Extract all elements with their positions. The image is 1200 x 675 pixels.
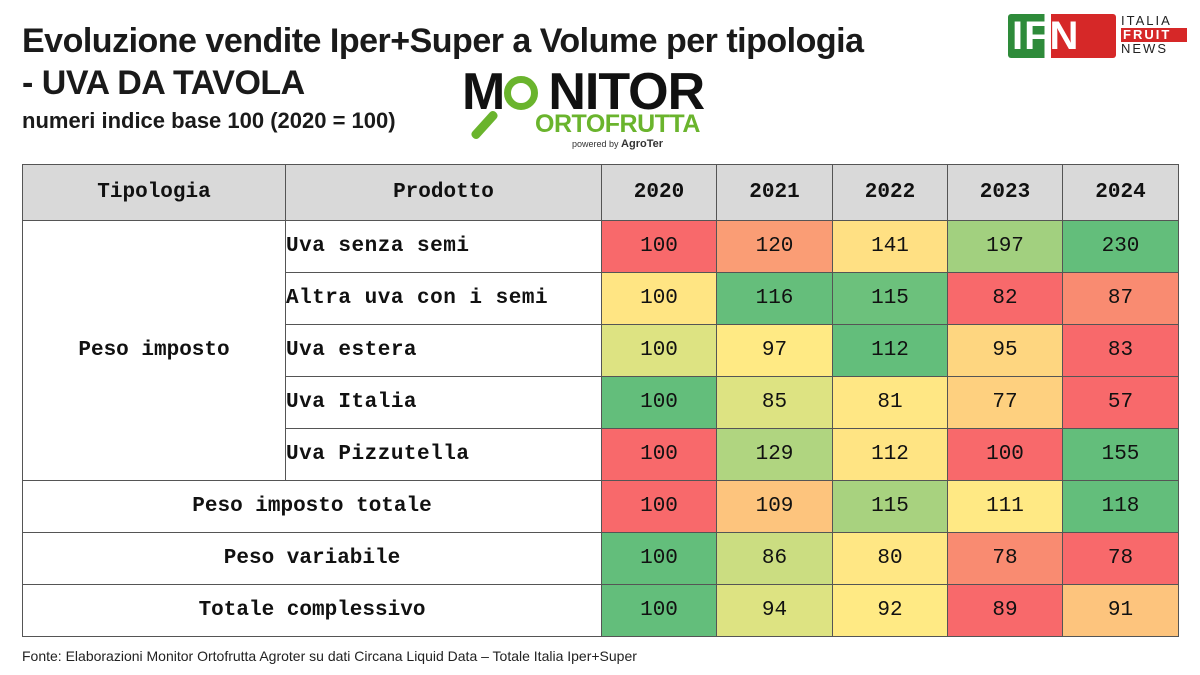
- source-note: Fonte: Elaborazioni Monitor Ortofrutta A…: [22, 648, 637, 664]
- table-row: Uva Pizzutella 100 129 112 100 155: [23, 428, 1179, 481]
- italia-fruit-news-logo: IFN ITALIA FRUIT NEWS: [1008, 14, 1188, 60]
- product-cell: Uva senza semi: [285, 220, 602, 273]
- column-header: 2024: [1062, 164, 1179, 221]
- value-cell: 82: [947, 272, 1063, 325]
- value-cell: 109: [716, 480, 833, 533]
- page-subtitle: numeri indice base 100 (2020 = 100): [22, 108, 396, 133]
- summary-row: Totale complessivo 100 94 92 89 91: [22, 584, 1179, 637]
- value-cell: 112: [832, 324, 948, 377]
- value-cell: 78: [1062, 532, 1179, 585]
- value-cell: 80: [832, 532, 948, 585]
- value-cell: 120: [716, 220, 833, 273]
- powered-by-text: powered by AgroTer: [572, 138, 664, 150]
- value-cell: 230: [1062, 220, 1179, 273]
- value-cell: 89: [947, 584, 1063, 637]
- sales-index-table: Tipologia Prodotto 2020 2021 2022 2023 2024 Pe…: [22, 164, 1179, 637]
- value-cell: 111: [947, 480, 1063, 533]
- value-cell: 83: [1062, 324, 1179, 377]
- table-header-row: Tipologia Prodotto 2020 2021 2022 2023 2024: [22, 164, 1179, 221]
- ortofrutta-logo-word: ORTOFRUTTA: [535, 110, 700, 138]
- table-row: Altra uva con i semi 100 116 115 82 87: [23, 272, 1179, 325]
- product-cell: Uva estera: [285, 324, 602, 377]
- ifn-logo-side-text: ITALIA FRUIT NEWS: [1121, 14, 1187, 56]
- table-row: Peso imposto Uva senza semi 100 120 141 197 23…: [22, 220, 1179, 481]
- value-cell: 92: [832, 584, 948, 637]
- value-cell: 100: [601, 428, 717, 481]
- value-cell: 100: [601, 532, 717, 585]
- value-cell: 97: [716, 324, 833, 377]
- product-cell: Altra uva con i semi: [285, 272, 602, 325]
- group-cell: Peso imposto: [22, 220, 286, 481]
- value-cell: 116: [716, 272, 833, 325]
- monitor-logo-word: M NITOR: [462, 63, 705, 121]
- summary-row: Peso variabile 100 86 80 78 78: [22, 532, 1179, 585]
- value-cell: 100: [601, 272, 717, 325]
- value-cell: 100: [601, 584, 717, 637]
- value-cell: 91: [1062, 584, 1179, 637]
- column-header: 2021: [716, 164, 833, 221]
- summary-label-cell: Peso variabile: [22, 532, 602, 585]
- product-cell: Uva Pizzutella: [285, 428, 602, 481]
- column-header: Tipologia: [22, 164, 286, 221]
- summary-label-cell: Peso imposto totale: [22, 480, 602, 533]
- monitor-ortofrutta-logo: M NITOR ORTOFRUTTA powered by AgroTer: [462, 66, 752, 152]
- ifn-logo-box: [1008, 14, 1116, 58]
- value-cell: 100: [601, 324, 717, 377]
- value-cell: 100: [601, 376, 717, 429]
- ifn-logo-text: IFN: [1012, 14, 1080, 58]
- value-cell: 141: [832, 220, 948, 273]
- value-cell: 100: [601, 480, 717, 533]
- value-cell: 115: [832, 272, 948, 325]
- value-cell: 87: [1062, 272, 1179, 325]
- value-cell: 129: [716, 428, 833, 481]
- column-header: Prodotto: [285, 164, 602, 221]
- summary-row: Peso imposto totale 100 109 115 111 118: [22, 480, 1179, 533]
- magnifier-icon: [504, 76, 538, 110]
- table-row: Uva Italia 100 85 81 77 57: [23, 376, 1179, 429]
- value-cell: 57: [1062, 376, 1179, 429]
- value-cell: 86: [716, 532, 833, 585]
- value-cell: 77: [947, 376, 1063, 429]
- product-cell: Uva Italia: [285, 376, 602, 429]
- value-cell: 85: [716, 376, 833, 429]
- value-cell: 95: [947, 324, 1063, 377]
- value-cell: 155: [1062, 428, 1179, 481]
- page-title: Evoluzione vendite Iper+Super a Volume p…: [22, 22, 864, 60]
- value-cell: 115: [832, 480, 948, 533]
- value-cell: 78: [947, 532, 1063, 585]
- summary-label-cell: Totale complessivo: [22, 584, 602, 637]
- value-cell: 118: [1062, 480, 1179, 533]
- table-row: Uva estera 100 97 112 95 83: [23, 324, 1179, 377]
- page-title-product: - UVA DA TAVOLA: [22, 64, 305, 102]
- value-cell: 94: [716, 584, 833, 637]
- column-header: 2022: [832, 164, 948, 221]
- value-cell: 100: [947, 428, 1063, 481]
- value-cell: 100: [601, 220, 717, 273]
- value-cell: 197: [947, 220, 1063, 273]
- value-cell: 81: [832, 376, 948, 429]
- column-header: 2023: [947, 164, 1063, 221]
- column-header: 2020: [601, 164, 717, 221]
- value-cell: 112: [832, 428, 948, 481]
